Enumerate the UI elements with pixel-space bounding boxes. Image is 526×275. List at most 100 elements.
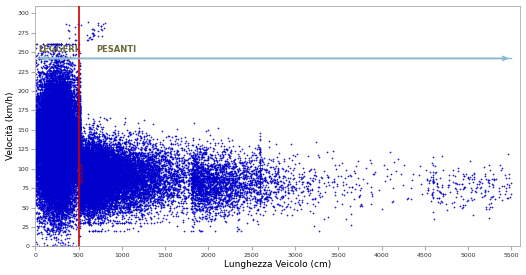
Point [69, 108, 77, 112]
Point [91, 195, 99, 199]
Point [41, 127, 49, 131]
Point [102, 204, 110, 208]
Point [88, 166, 97, 170]
Point [85, 195, 93, 199]
Point [117, 181, 126, 185]
Point [93, 145, 102, 150]
Point [60, 119, 68, 123]
Point [115, 169, 124, 174]
Point [58, 145, 67, 149]
Point [32, 128, 41, 132]
Point [55, 194, 63, 198]
Point [112, 181, 120, 186]
Point [110, 186, 118, 190]
Point [79, 191, 88, 196]
Point [68, 171, 76, 176]
Point [170, 183, 179, 188]
Point [61, 116, 69, 120]
Point [88, 182, 97, 186]
Point [58, 140, 66, 145]
Point [57, 153, 66, 157]
Point [76, 157, 85, 161]
Point [123, 159, 131, 164]
Point [55, 122, 64, 127]
Point [63, 92, 71, 96]
Point [65, 193, 73, 198]
Point [143, 172, 151, 177]
Point [55, 147, 64, 151]
Point [82, 136, 90, 140]
Point [76, 138, 85, 142]
Point [59, 102, 67, 106]
Point [49, 159, 57, 163]
Point [62, 87, 70, 92]
Point [43, 160, 51, 164]
Point [39, 166, 48, 170]
Point [65, 112, 73, 116]
Point [238, 174, 247, 178]
Point [54, 132, 63, 136]
Point [123, 162, 131, 166]
Point [86, 151, 94, 156]
Point [49, 171, 58, 176]
Point [192, 167, 200, 172]
Point [63, 133, 72, 138]
Point [65, 191, 74, 196]
Point [55, 152, 64, 156]
Point [51, 114, 59, 118]
Point [69, 135, 77, 139]
Point [50, 112, 58, 117]
Point [235, 177, 244, 182]
Point [111, 182, 119, 186]
Point [54, 196, 63, 201]
Point [52, 144, 60, 148]
Point [62, 148, 70, 153]
Point [256, 173, 265, 177]
Point [41, 181, 49, 185]
Point [100, 156, 109, 160]
Point [41, 130, 49, 135]
Point [91, 174, 99, 178]
Point [37, 193, 46, 197]
Point [78, 166, 87, 170]
Point [65, 136, 73, 141]
Point [59, 125, 67, 130]
Point [86, 180, 95, 184]
Point [45, 169, 54, 173]
Point [140, 167, 148, 171]
Point [54, 176, 63, 180]
Point [190, 159, 199, 164]
Point [54, 55, 62, 59]
Point [32, 157, 41, 161]
Point [67, 119, 75, 123]
Point [35, 171, 44, 176]
Point [66, 125, 74, 129]
Point [100, 153, 108, 158]
Point [32, 117, 41, 122]
Point [42, 115, 50, 120]
Point [34, 155, 43, 159]
Point [47, 167, 55, 171]
Point [87, 191, 95, 196]
Point [39, 150, 47, 154]
Point [58, 174, 66, 179]
Point [57, 140, 65, 144]
Point [46, 173, 54, 178]
Point [84, 169, 92, 174]
Point [54, 57, 63, 61]
Point [54, 208, 62, 213]
Point [98, 185, 106, 190]
Point [56, 195, 65, 199]
Point [54, 109, 63, 113]
Point [57, 120, 65, 124]
Point [37, 180, 46, 184]
Point [113, 154, 121, 159]
Point [38, 130, 46, 134]
Point [51, 165, 59, 169]
Point [102, 172, 110, 176]
Point [53, 148, 62, 153]
Point [51, 164, 59, 169]
Point [49, 177, 58, 181]
Point [48, 120, 57, 125]
Point [58, 172, 66, 177]
